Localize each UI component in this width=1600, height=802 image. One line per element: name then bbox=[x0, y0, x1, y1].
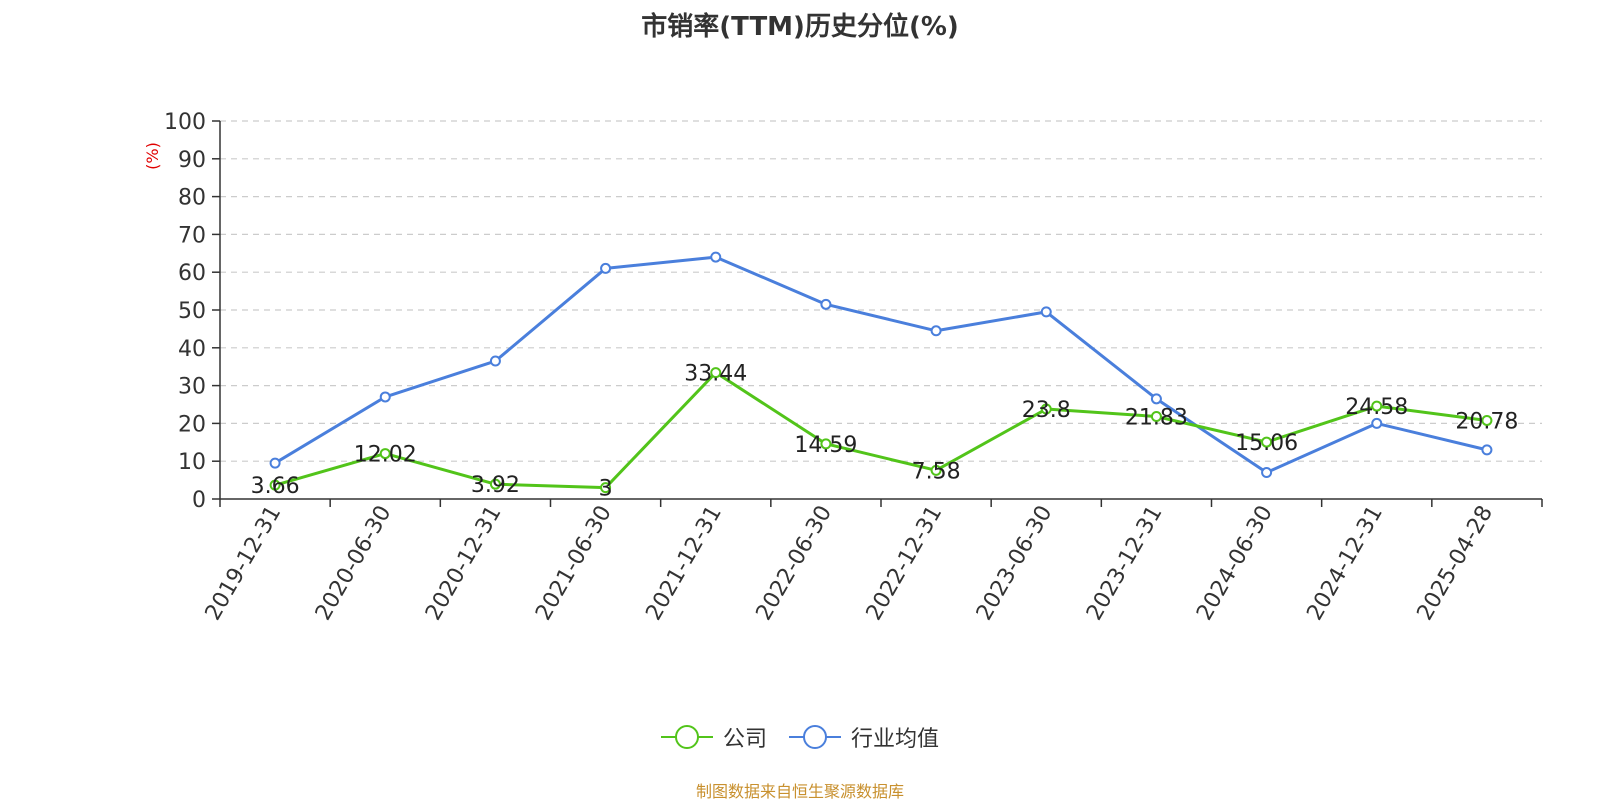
data-point bbox=[269, 479, 281, 491]
legend-marker-company bbox=[660, 724, 713, 750]
legend-label-company: 公司 bbox=[722, 727, 767, 752]
source-note: 制图数据来自恒生聚源数据库 bbox=[695, 782, 904, 801]
series-line-1 bbox=[274, 255, 1488, 475]
data-label: 3.92 bbox=[471, 473, 520, 498]
data-label: 3.66 bbox=[251, 474, 300, 499]
data-point bbox=[600, 262, 612, 274]
data-point bbox=[1261, 436, 1273, 448]
x-tick-label: 2024-12-31 bbox=[1302, 502, 1388, 625]
data-point bbox=[1481, 414, 1493, 426]
data-point bbox=[710, 251, 722, 263]
data-point bbox=[269, 457, 281, 469]
y-tick-label: 30 bbox=[178, 375, 206, 400]
data-point bbox=[930, 325, 942, 337]
data-label: 33.44 bbox=[684, 362, 747, 387]
y-axis-label: (%) bbox=[143, 142, 162, 170]
x-tick-label: 2024-06-30 bbox=[1192, 502, 1278, 625]
data-label: 23.8 bbox=[1022, 398, 1071, 423]
data-label: 7.58 bbox=[912, 459, 961, 484]
x-tick-label: 2022-06-30 bbox=[752, 502, 838, 625]
legend-item-industry-average[interactable]: 行业均值 bbox=[789, 721, 939, 753]
data-point bbox=[1150, 410, 1162, 422]
data-point bbox=[820, 438, 832, 450]
data-point bbox=[710, 367, 722, 379]
axes: 0 10 20 30 40 50 60 70 80 90 100 2019-12-31 2020-06-… bbox=[164, 110, 1543, 625]
x-tick-label: 2019-12-31 bbox=[201, 502, 287, 625]
x-tick-label: 2020-06-30 bbox=[311, 502, 397, 625]
legend-item-company[interactable]: 公司 bbox=[660, 721, 767, 753]
data-label: 20.78 bbox=[1455, 409, 1518, 434]
data-point bbox=[489, 478, 501, 490]
data-point bbox=[379, 391, 391, 403]
x-tick-label: 2023-12-31 bbox=[1082, 502, 1168, 625]
data-point bbox=[1040, 403, 1052, 415]
y-tick-label: 40 bbox=[178, 337, 206, 362]
y-tick-label: 0 bbox=[192, 488, 206, 513]
y-tick-label: 80 bbox=[178, 186, 206, 211]
legend: 公司 行业均值 bbox=[0, 721, 1600, 753]
data-label: 24.58 bbox=[1345, 395, 1408, 420]
y-tick-label: 100 bbox=[164, 110, 206, 135]
data-point bbox=[1150, 393, 1162, 405]
chart-title: 市销率(TTM)历史分位(%) bbox=[641, 12, 959, 42]
x-tick-label: 2023-06-30 bbox=[972, 502, 1058, 625]
data-label: 21.83 bbox=[1125, 405, 1188, 430]
series-lines bbox=[269, 251, 1493, 494]
data-point bbox=[1371, 417, 1383, 429]
data-label: 12.02 bbox=[354, 443, 417, 468]
data-label: 3 bbox=[599, 477, 613, 502]
data-label: 14.59 bbox=[794, 433, 857, 458]
data-point bbox=[1371, 400, 1383, 412]
data-labels: 3.66 12.02 3.92 3 33.44 14.59 7.58 23.8 21.83 15.… bbox=[251, 362, 1519, 502]
data-point bbox=[1040, 306, 1052, 318]
series-line-0 bbox=[274, 371, 1488, 490]
data-point bbox=[379, 448, 391, 460]
data-point bbox=[820, 298, 832, 310]
data-point bbox=[1481, 444, 1493, 456]
y-tick-label: 90 bbox=[178, 148, 206, 173]
x-tick-label: 2021-06-30 bbox=[531, 502, 617, 625]
y-tick-label: 20 bbox=[178, 412, 206, 437]
data-point bbox=[489, 355, 501, 367]
y-tick-label: 70 bbox=[178, 223, 206, 248]
grid-lines bbox=[220, 120, 1542, 462]
data-point bbox=[1261, 467, 1273, 479]
x-tick-label: 2021-12-31 bbox=[641, 502, 727, 625]
data-label: 15.06 bbox=[1235, 431, 1298, 456]
x-tick-label: 2025-04-28 bbox=[1413, 502, 1499, 625]
legend-label-industry-average: 行业均值 bbox=[851, 727, 940, 752]
y-tick-label: 10 bbox=[178, 450, 206, 475]
x-tick-label: 2022-12-31 bbox=[862, 501, 948, 624]
x-tick-label: 2020-12-31 bbox=[421, 501, 507, 624]
legend-marker-industry-average bbox=[789, 724, 841, 750]
y-tick-label: 50 bbox=[178, 299, 206, 324]
data-point bbox=[930, 464, 942, 476]
y-tick-label: 60 bbox=[178, 261, 206, 286]
data-point bbox=[600, 482, 612, 494]
